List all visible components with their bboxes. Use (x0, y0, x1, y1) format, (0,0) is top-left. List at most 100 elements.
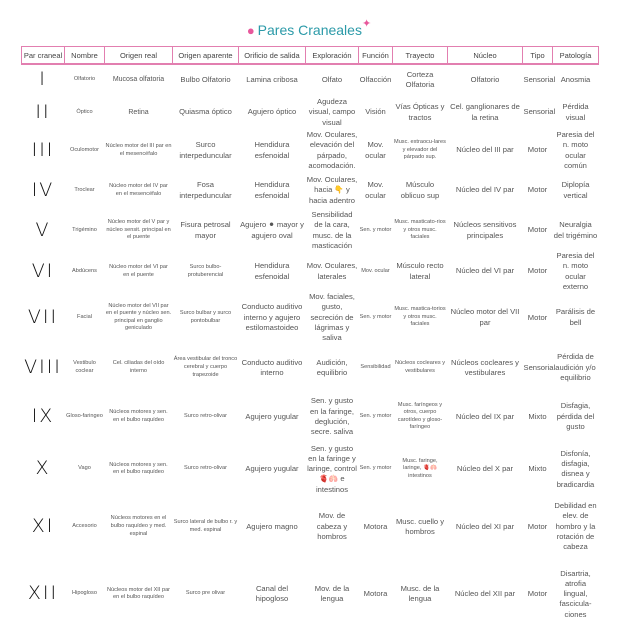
cell-trayecto: Vías Ópticas y tractos (395, 102, 445, 122)
cell-par-craneal: III (31, 138, 55, 161)
table-row: X Vago Núcleos motores y sen. en el bulbo … (22, 441, 599, 497)
cell-orificio-salida: Agujero ⚫ mayor y agujero oval (240, 220, 304, 240)
cell-par-craneal: XII (27, 582, 59, 605)
cell-orificio-salida: Canal del hipogloso (255, 584, 289, 604)
cell-nucleo: Núcleo del IV par (455, 185, 515, 195)
column-header-par-craneal: Par craneal (21, 46, 65, 65)
cell-nombre: Hipogloso (72, 590, 97, 597)
table-row: VIII Vestibulo coclear Cel. ciliadas del o… (22, 343, 599, 392)
cell-origen-aparente: Surco retro-olivar (184, 465, 227, 472)
cell-funcion: Sen. y motor (359, 313, 392, 320)
cell-origen-aparente: Surco interpeduncular (179, 140, 232, 160)
brain-icon: ● (246, 23, 255, 38)
header-row: Par craneal Nombre Origen real Origen apare… (21, 46, 599, 65)
cell-tipo: Motor (527, 312, 548, 322)
table-row: II Óptico Retina Quiasma óptico Agujero ópti… (22, 95, 599, 130)
cell-patologia: Disfagia, pérdida del gusto (556, 401, 595, 431)
cell-funcion: Sen. y motor (359, 465, 392, 472)
cell-tipo: Sensorial (523, 362, 556, 372)
cell-exploracion: Mov. de la lengua (314, 584, 350, 604)
table-row: I Olfatorio Mucosa olfatoria Bulbo Olfatori… (22, 64, 599, 95)
cell-origen-aparente: Surco bulbo-protuberencial (187, 263, 224, 278)
cell-tipo: Mixto (528, 411, 547, 421)
cell-tipo: Sensorial (523, 74, 556, 84)
column-header-exploracion: Exploración (305, 46, 359, 65)
cell-tipo: Motor (527, 266, 548, 276)
cell-nucleo: Núcleos cocleares y vestibulares (451, 357, 519, 377)
cell-exploracion: Mov. Oculares, laterales (306, 261, 358, 281)
cell-nombre: Facial (77, 313, 92, 320)
cell-nucleo: Núcleo motor del VII par (450, 307, 520, 327)
cell-nucleo: Núcleo del XII par (454, 589, 516, 599)
cell-origen-real: Núcleos motores y sen. en el bulbo raquí… (109, 409, 168, 423)
cell-nombre: Vago (78, 465, 91, 472)
cell-exploracion: Agudeza visual, campo visual (308, 97, 356, 127)
cell-par-craneal: IV (31, 178, 55, 201)
cell-patologia: Pérdida de audición y/o equilibrio (555, 352, 596, 382)
table-row: IX Gloso-faringeo Núcleos motores y sen. e… (22, 392, 599, 441)
cell-exploracion: Audición, equilibrio (316, 357, 348, 377)
cell-origen-real: Núcleo motor del IV par en el mesencéfal… (109, 182, 168, 197)
cell-origen-real: Núcleos motores en el bulbo raquídeo y m… (110, 515, 167, 537)
table-row: XI Accesorio Núcleos motores en el bulbo r… (22, 497, 599, 556)
cell-trayecto: Musc. cuello y hombros (395, 516, 445, 536)
cell-nombre: Accesorio (72, 522, 97, 529)
cell-funcion: Motora (363, 521, 388, 531)
cell-funcion: Mov. ocular (365, 140, 386, 160)
cell-orificio-salida: Agujero magno (246, 521, 298, 531)
cell-trayecto: Núcleos cocleares y vestibulares (394, 360, 446, 374)
page-title: ● Pares Craneales✦ (0, 18, 618, 38)
cell-orificio-salida: Conducto auditivo interno y agujero esti… (241, 302, 303, 332)
cell-funcion: Sen. y motor (359, 412, 392, 419)
cell-orificio-salida: Agujero óptico (247, 107, 297, 117)
cell-orificio-salida: Agujero yugular (245, 464, 299, 474)
column-header-trayecto: Trayecto (392, 46, 448, 65)
cell-nombre: Vestibulo coclear (73, 360, 96, 374)
cell-patologia: Debilidad en elev. de hombro y la rotaci… (554, 501, 597, 552)
cell-orificio-salida: Hendidura esfenoidal (254, 180, 290, 200)
cell-tipo: Motor (527, 521, 548, 531)
cell-origen-aparente: Surco pre olivar (185, 590, 226, 597)
table-row: VII Facial Núcleo motor del VII par en el … (22, 292, 599, 343)
cell-trayecto: Musc. de la lengua (400, 584, 440, 604)
cell-trayecto: Musc. mastica-torios y otros musc. facia… (394, 306, 446, 328)
cell-trayecto: Músculo oblicuo sup (400, 180, 440, 200)
cell-par-craneal: VII (27, 305, 59, 328)
cell-origen-aparente: Surco bulbar y surco pontobulbar (179, 310, 232, 324)
sparkle-icon: ✦ (361, 18, 372, 30)
cell-origen-real: Núcleo motor del V par y núcleo sensit. … (106, 219, 171, 241)
cell-nombre: Trigémino (72, 226, 97, 233)
cell-trayecto: Musc. extraocu-lares y elevador del párp… (394, 139, 446, 161)
cell-origen-aparente: Surco retro-olivar (184, 412, 227, 419)
cranial-nerves-table: Par craneal Nombre Origen real Origen apare… (21, 46, 599, 632)
cell-nombre: Abdúcens (72, 267, 97, 274)
table-row: V Trigémino Núcleo motor del V par y núcle… (22, 210, 599, 251)
column-header-nombre: Nombre (64, 46, 105, 65)
table-row: III Oculomotor Núcleo motor del III par en… (22, 130, 599, 171)
cell-nucleo: Cel. ganglionares de la retina (450, 102, 520, 122)
cell-origen-aparente: Fisura petrosal mayor (180, 220, 231, 240)
cell-nucleo: Núcleo del XI par (455, 521, 515, 531)
cell-nombre: Troclear (74, 186, 95, 193)
cell-exploracion: Olfato (321, 74, 343, 84)
title-text: Pares Craneales (257, 22, 362, 38)
cell-trayecto: Musc. masticato-rios y otros musc. facia… (394, 219, 446, 241)
column-header-nucleo: Núcleo (447, 46, 523, 65)
cell-par-craneal: XI (31, 514, 55, 537)
column-header-orificio-salida: Orificio de salida (238, 46, 306, 65)
cell-origen-real: Núcleo motor del III par en el mesencéfa… (105, 142, 172, 157)
cell-patologia: Paresia del n. moto ocular externo (556, 251, 595, 291)
cell-exploracion: Sensibilidad de la cara, musc. de la mas… (311, 210, 353, 250)
cell-exploracion: Mov. faciales, gusto, secreción de lágri… (309, 292, 355, 342)
column-header-funcion: Función (358, 46, 393, 65)
cell-funcion: Sensibilidad (360, 363, 391, 370)
cell-orificio-salida: Lamina cribosa (246, 74, 298, 84)
cell-origen-real: Retina (128, 108, 149, 116)
cell-trayecto: Musc. faríngeos y otros, cuerpo carotíde… (397, 401, 443, 431)
cell-exploracion: Mov. de cabeza y hombros (316, 511, 348, 541)
cell-funcion: Mov. ocular (361, 267, 390, 274)
cell-patologia: Parálisis de bell (555, 307, 596, 327)
cell-patologia: Pérdida visual (562, 102, 589, 122)
cell-par-craneal: X (35, 457, 51, 480)
cell-origen-aparente: Quiasma óptico (179, 107, 232, 117)
